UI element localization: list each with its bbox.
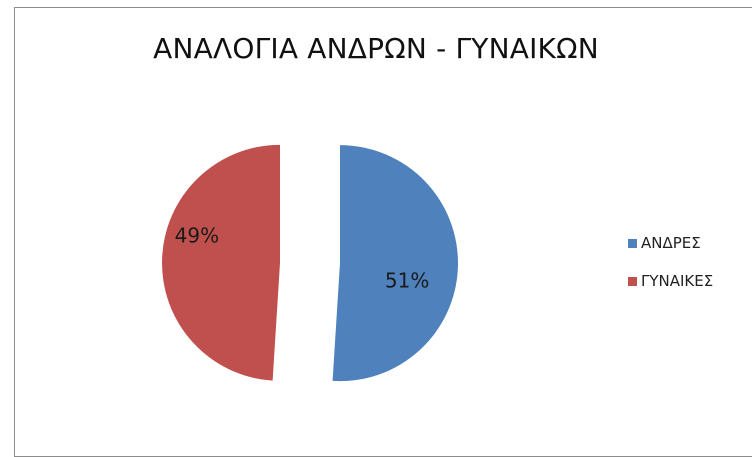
legend-label-andres: ΑΝΔΡΕΣ [641,234,701,252]
legend-item-gynaikes: ΓΥΝΑΙΚΕΣ [628,270,713,292]
chart-title: ΑΝΑΛΟΓΙΑ ΑΝΔΡΩΝ - ΓΥΝΑΙΚΩΝ [153,32,599,65]
pie-slice-andres [332,145,458,382]
legend: ΑΝΔΡΕΣ ΓΥΝΑΙΚΕΣ [628,232,713,308]
data-label-gynaikes: 49% [175,224,219,248]
legend-swatch-andres [628,238,637,248]
pie-slice-gynaikes [162,144,281,381]
data-label-andres: 51% [385,268,429,292]
legend-swatch-gynaikes [628,276,637,286]
legend-label-gynaikes: ΓΥΝΑΙΚΕΣ [641,272,714,290]
legend-item-andres: ΑΝΔΡΕΣ [628,232,713,254]
